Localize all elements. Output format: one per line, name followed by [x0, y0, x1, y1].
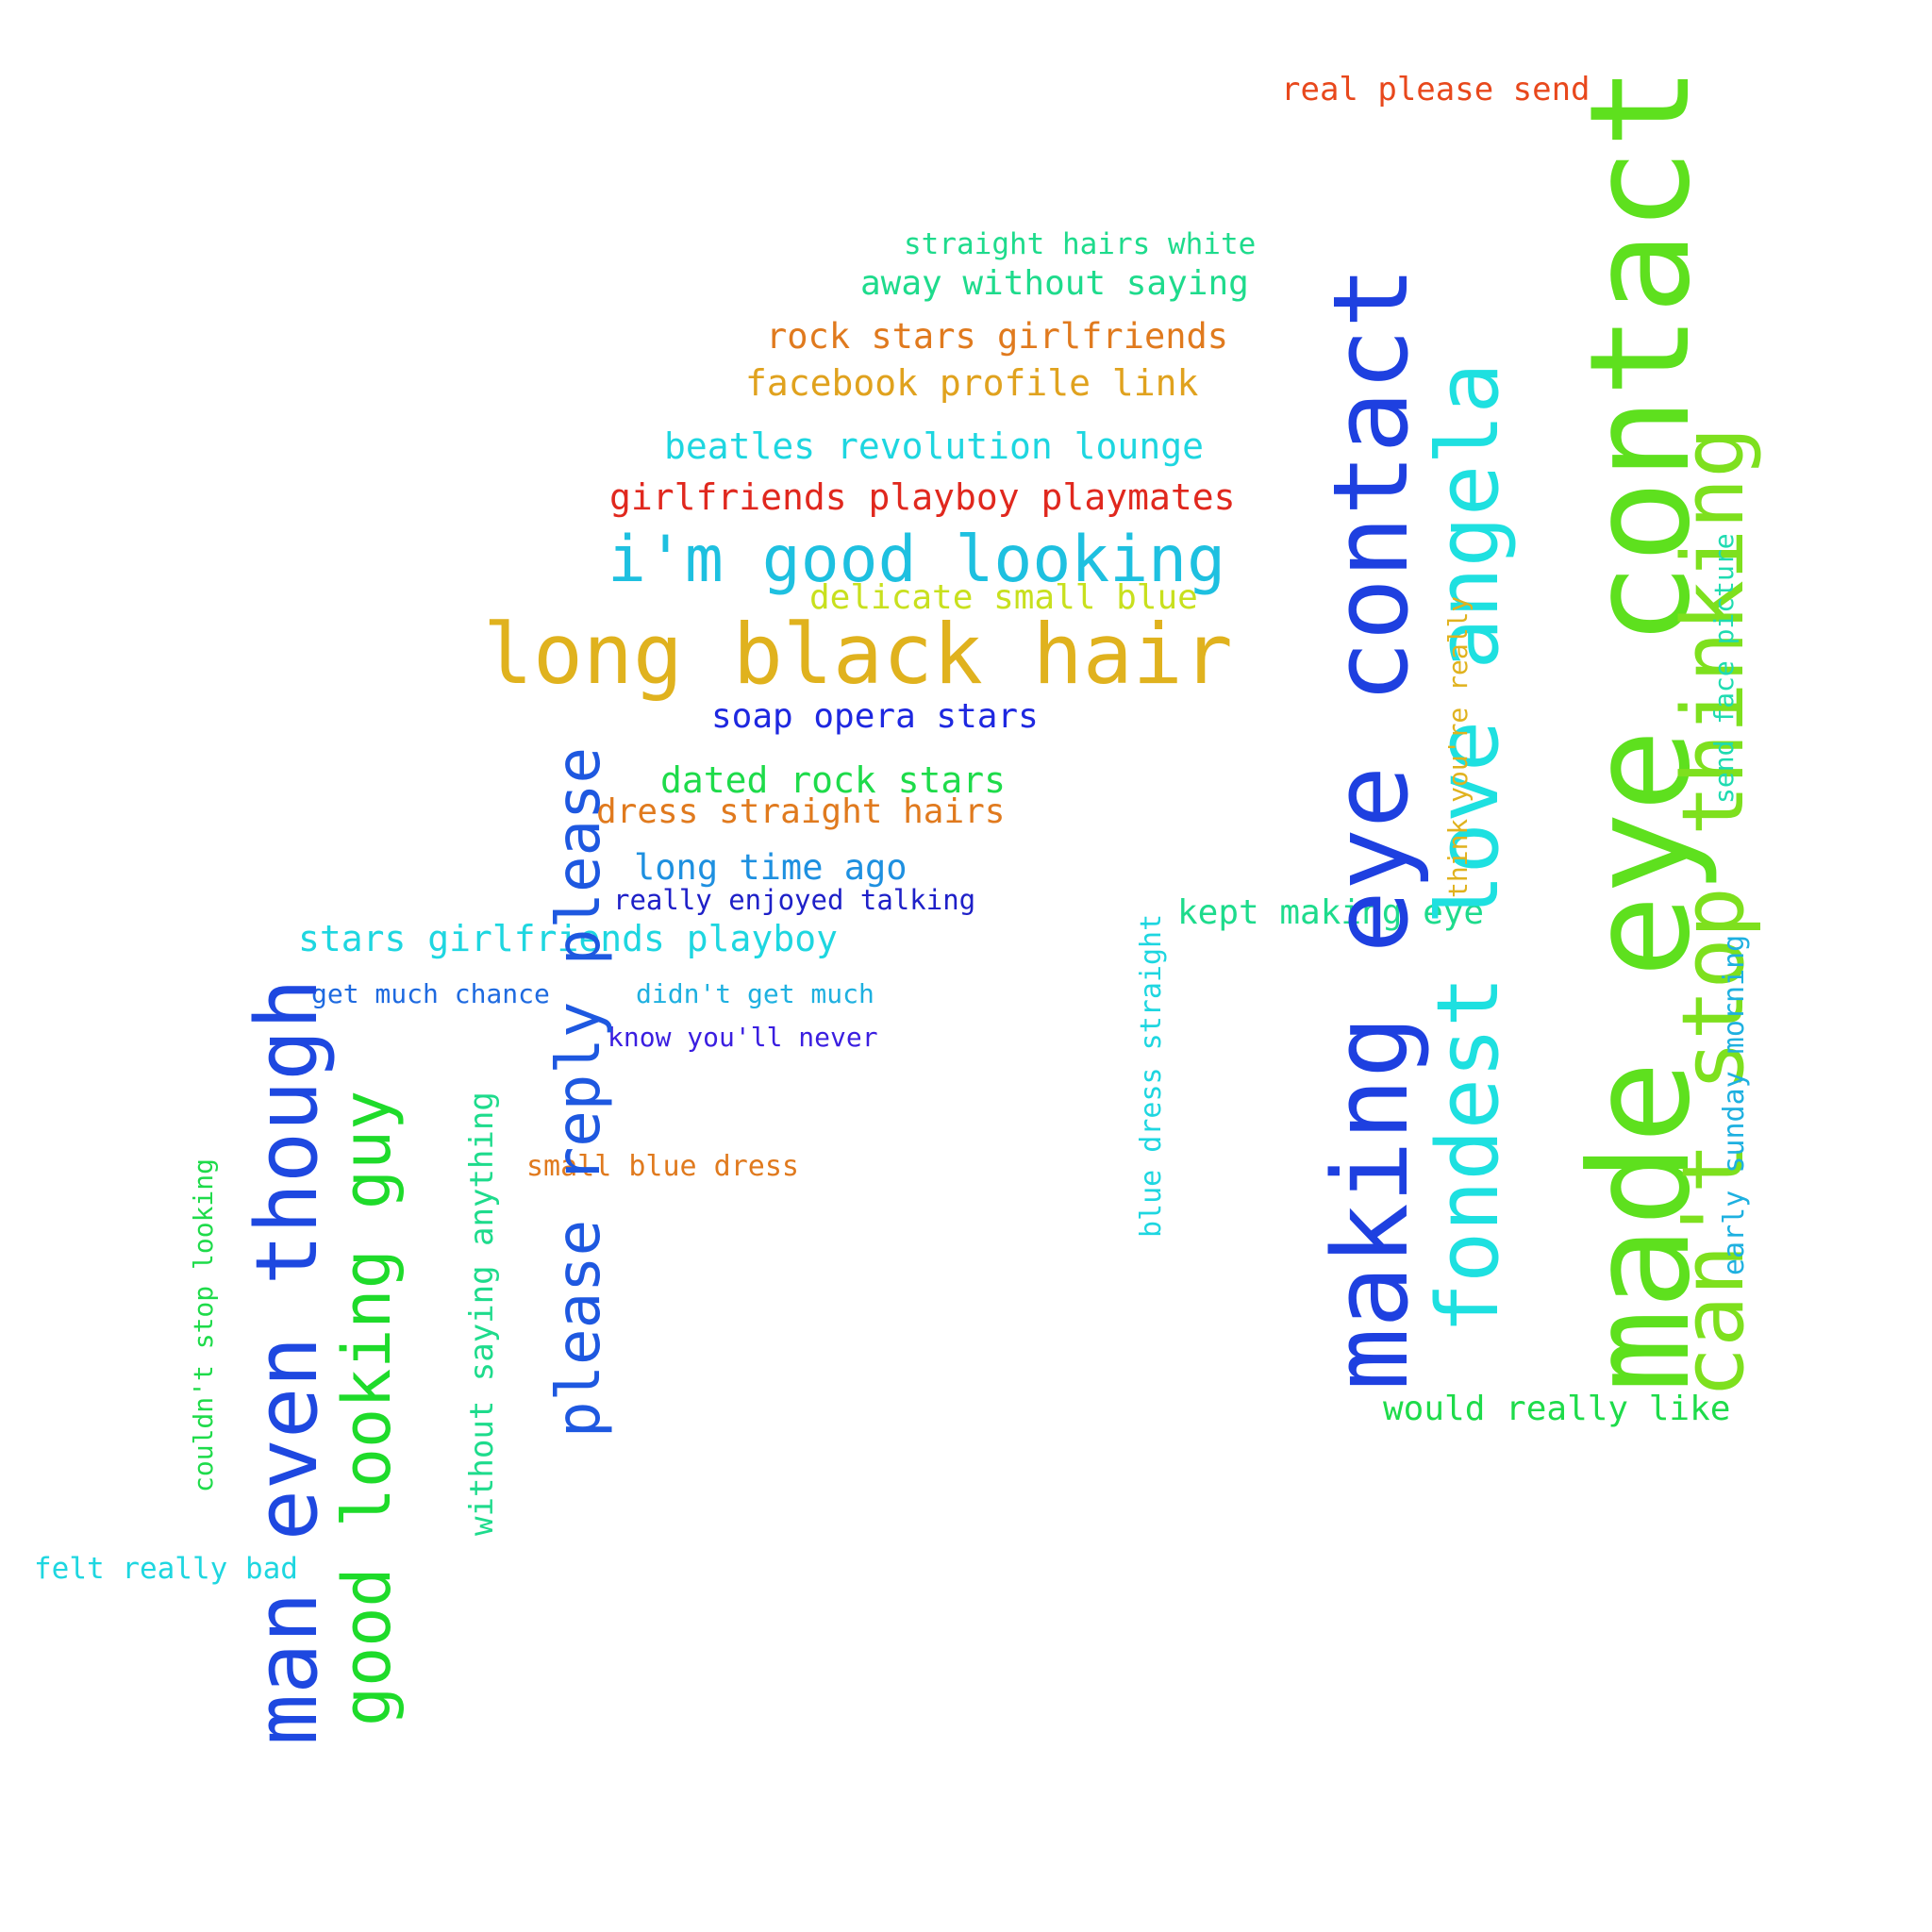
word-early-sunday-morning: early sunday morning — [1718, 934, 1751, 1275]
word-girlfriends-playboy-playmates: girlfriends playboy playmates — [609, 476, 1236, 518]
word-soap-opera-stars: soap opera stars — [711, 697, 1039, 736]
word-would-really-like: would really like — [1383, 1390, 1731, 1428]
word-straight-hairs-white: straight hairs white — [904, 227, 1257, 261]
word-really-enjoyed-talking: really enjoyed talking — [613, 884, 976, 916]
word-dress-straight-hairs: dress straight hairs — [596, 792, 1006, 831]
word-good-looking-guy: good looking guy — [328, 1090, 406, 1726]
word-small-blue-dress: small blue dress — [526, 1150, 799, 1183]
word-im-good-looking: i'm good looking — [608, 523, 1226, 597]
word-couldnt-stop-looking: couldn't stop looking — [188, 1158, 219, 1492]
word-facebook-profile-link: facebook profile link — [745, 362, 1199, 404]
word-know-youll-never: know you'll never — [608, 1022, 878, 1053]
word-man-even-though: man even though — [238, 978, 337, 1745]
word-blue-dress-straight: blue dress straight — [1135, 913, 1168, 1238]
word-dated-rock-stars: dated rock stars — [660, 759, 1007, 801]
word-didnt-get-much: didn't get much — [636, 978, 874, 1009]
word-think-youre-really: think you're really — [1442, 595, 1474, 898]
word-long-time-ago: long time ago — [634, 847, 908, 888]
word-felt-really-bad: felt really bad — [34, 1552, 298, 1586]
word-beatles-revolution-lounge: beatles revolution lounge — [664, 425, 1204, 467]
word-real-please-send: real please send — [1281, 71, 1591, 108]
word-rock-stars-girlfriends: rock stars girlfriends — [766, 316, 1229, 357]
word-making-eye-contact: making eye contact — [1310, 265, 1431, 1391]
word-delicate-small-blue: delicate small blue — [809, 578, 1198, 617]
word-please-reply-please: please reply please — [544, 746, 614, 1438]
word-kept-making-eye: kept making eye — [1177, 893, 1485, 932]
word-long-black-hair: long black hair — [483, 606, 1233, 703]
word-without-saying-anything: without saying anything — [463, 1091, 501, 1536]
word-get-much-chance: get much chance — [311, 978, 550, 1009]
word-stars-girlfriends-playboy: stars girlfriends playboy — [298, 918, 838, 959]
word-send-face-picture: send face picture — [1708, 533, 1740, 804]
word-away-without-saying: away without saying — [860, 264, 1249, 303]
